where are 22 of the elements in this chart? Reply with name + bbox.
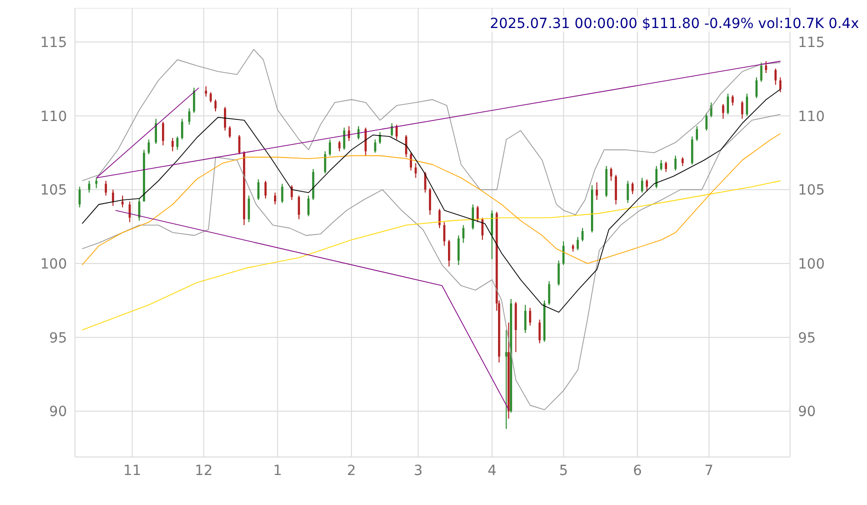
x-tick-label: 3 [414, 462, 423, 479]
x-tick-label: 12 [194, 462, 213, 479]
y-tick-label: 110 [40, 108, 67, 125]
y-tick-label: 95 [49, 330, 67, 346]
x-tick-label: 5 [559, 462, 568, 479]
y-tick-label: 115 [40, 34, 67, 51]
y-tick-label: 105 [40, 182, 67, 199]
y2-tick-label: 90 [798, 404, 816, 420]
y2-tick-label: 110 [798, 108, 825, 125]
text: 2025.07.31 00:00:00 $111.80 -0.49% vol:10.7K 0.4x [490, 16, 859, 32]
x-tick-label: 7 [704, 462, 714, 479]
x-tick-label: 6 [633, 462, 642, 479]
y2-tick-label: 95 [798, 330, 816, 346]
y-tick-label: 90 [49, 404, 67, 420]
x-tick-label: 4 [488, 462, 497, 479]
y2-tick-label: 115 [798, 34, 825, 51]
x-tick-label: 11 [123, 462, 142, 479]
y-tick-label: 100 [40, 256, 67, 272]
x-tick-label: 1 [273, 462, 282, 479]
y2-tick-label: 105 [798, 182, 825, 199]
y2-tick-label: 100 [798, 256, 825, 272]
x-tick-label: 2 [347, 462, 356, 479]
